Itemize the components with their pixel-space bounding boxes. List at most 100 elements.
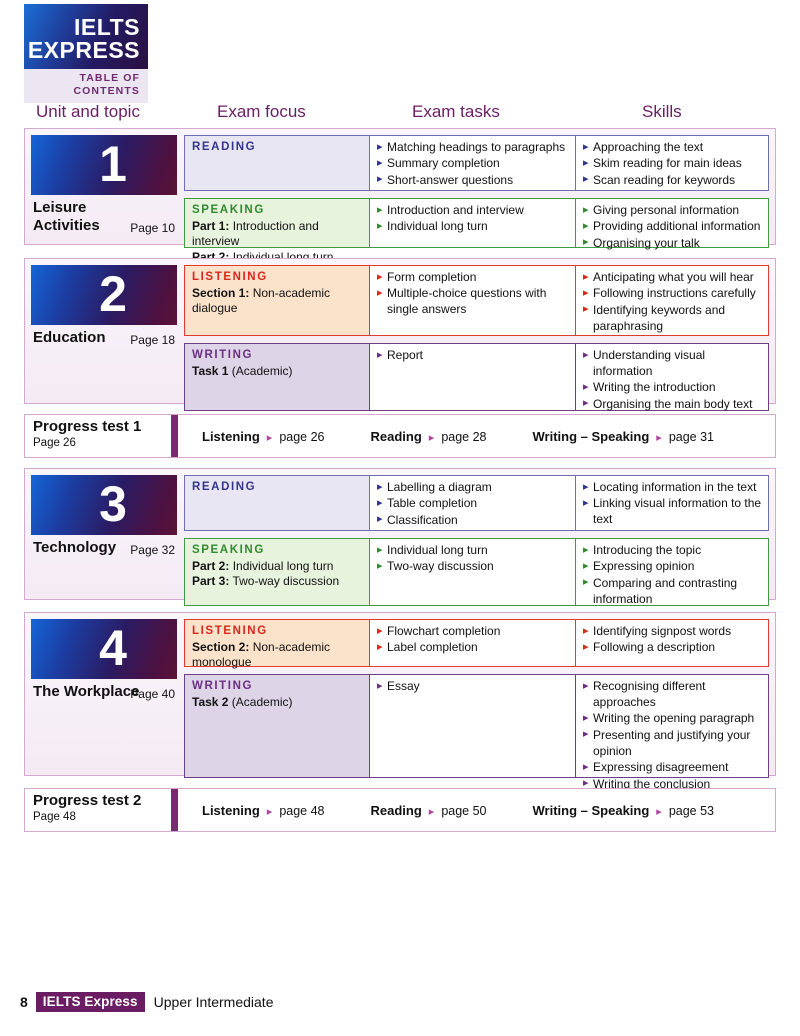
exam-tasks-cell: Individual long turnTwo-way discussion xyxy=(370,538,576,606)
exam-focus-line: Task 2 (Academic) xyxy=(192,694,293,709)
progress-test-row[interactable]: Progress test 2 Page 48 Listening ▸ page 48 R… xyxy=(24,788,776,832)
unit-topic: The Workplace xyxy=(33,683,140,700)
progress-test-link[interactable]: Reading ▸ page 28 xyxy=(371,429,487,444)
list-item: Anticipating what you will hear xyxy=(583,270,762,286)
list-item: Locating information in the text xyxy=(583,480,762,496)
unit-number-badge: 2 xyxy=(31,265,177,325)
logo-gradient-block: IELTS EXPRESS xyxy=(24,4,148,69)
exam-tasks-cell: Form completionMultiple-choice questions… xyxy=(370,265,576,336)
exam-tasks-cell: Labelling a diagramTable completionClass… xyxy=(370,475,576,531)
list-item: Two-way discussion xyxy=(377,559,569,575)
exam-focus-cell: READING xyxy=(184,475,370,531)
exam-tasks-cell: Flowchart completionLabel completion xyxy=(370,619,576,667)
list-item: Multiple-choice questions with single an… xyxy=(377,286,569,318)
skill-band-listening: LISTENING Section 2: Non-academic monolog… xyxy=(184,619,769,669)
exam-focus-cell: READING xyxy=(184,135,370,191)
skill-name: SPEAKING xyxy=(192,544,265,556)
progress-test-link[interactable]: Listening ▸ page 48 xyxy=(202,803,325,818)
list-item: Writing the conclusion xyxy=(583,776,762,793)
list-item: Writing the opening paragraph xyxy=(583,711,762,727)
progress-test-link[interactable]: Writing – Speaking ▸ page 31 xyxy=(533,429,715,444)
arrow-icon: ▸ xyxy=(266,431,273,444)
unit-topic: Education xyxy=(33,329,106,346)
column-header-skills: Skills xyxy=(642,102,682,121)
progress-test-identity: Progress test 2 Page 48 xyxy=(25,789,171,831)
progress-test-link-page: page 31 xyxy=(668,429,715,444)
skill-band-reading: READING Matching headings to paragraphsSu… xyxy=(184,135,769,191)
progress-test-page: Page 48 xyxy=(33,810,76,823)
exam-focus-line: Section 2: Non-academic monologue xyxy=(192,639,331,670)
skills-cell: Giving personal informationProviding add… xyxy=(576,198,769,250)
skills-cell: Recognising different approachesWriting … xyxy=(576,674,769,791)
list-item: Presenting and justifying your opinion xyxy=(583,727,762,760)
progress-test-link[interactable]: Reading ▸ page 50 xyxy=(371,803,487,818)
list-item: Scan reading for keywords xyxy=(583,172,762,189)
exam-focus-line: Part 3: Two-way discussion xyxy=(192,574,340,589)
progress-test-link[interactable]: Listening ▸ page 26 xyxy=(202,429,325,444)
progress-test-link[interactable]: Writing – Speaking ▸ page 53 xyxy=(533,803,715,818)
page-footer: 8 IELTS Express Upper Intermediate xyxy=(20,992,273,1012)
column-headers: Unit and topic Exam focus Exam tasks Ski… xyxy=(24,102,776,126)
unit-bands: READING Matching headings to paragraphsSu… xyxy=(177,135,769,264)
list-item: Writing the introduction xyxy=(583,380,762,396)
list-item: Following instructions carefully xyxy=(583,286,762,302)
list-item: Introducing the topic xyxy=(583,543,762,559)
progress-test-page: Page 26 xyxy=(33,436,76,449)
list-item: Expressing disagreement xyxy=(583,760,762,776)
progress-test-divider xyxy=(171,415,178,457)
list-item: Form completion xyxy=(377,270,569,286)
list-item: Providing additional information xyxy=(583,219,762,235)
skills-cell: Understanding visual informationWriting … xyxy=(576,343,769,427)
skill-name: READING xyxy=(192,141,257,153)
arrow-icon: ▸ xyxy=(428,431,435,444)
exam-focus-cell: WRITING Task 2 (Academic) xyxy=(184,674,370,778)
unit-identity: 2 Education Page 18 xyxy=(31,265,177,397)
exam-focus-cell: LISTENING Section 2: Non-academic monolog… xyxy=(184,619,370,669)
exam-tasks-cell: Report xyxy=(370,343,576,411)
arrow-icon: ▸ xyxy=(656,431,662,444)
progress-test-identity: Progress test 1 Page 26 xyxy=(25,415,171,457)
unit-page-label: Page 40 xyxy=(130,687,175,701)
skill-band-listening: LISTENING Section 1: Non-academic dialogu… xyxy=(184,265,769,336)
progress-test-link-page: page 48 xyxy=(279,803,325,818)
progress-test-link-label: Writing – Speaking xyxy=(532,428,650,444)
skill-name: LISTENING xyxy=(192,271,268,283)
arrow-icon: ▸ xyxy=(656,805,662,818)
logo-line-ielts: IELTS xyxy=(74,13,140,40)
list-item: Introduction and interview xyxy=(377,203,569,219)
skill-band-speaking: SPEAKING Part 1: Introduction and intervi… xyxy=(184,198,769,264)
progress-test-links: Listening ▸ page 48 Reading ▸ page 50 Writing … xyxy=(178,789,775,831)
list-item: Label completion xyxy=(377,640,569,656)
list-item: Recognising different approaches xyxy=(583,679,762,711)
list-item: Organising your talk xyxy=(583,235,762,252)
unit-number: 1 xyxy=(99,136,127,192)
unit-row[interactable]: 4 The Workplace Page 40 LISTENING Section 2:… xyxy=(24,612,776,791)
progress-test-row[interactable]: Progress test 1 Page 26 Listening ▸ page 26 R… xyxy=(24,414,776,458)
footer-page-number: 8 xyxy=(20,994,28,1010)
list-item: Identifying signpost words xyxy=(583,624,762,640)
list-item: Linking visual information to the text xyxy=(583,496,762,528)
unit-number: 3 xyxy=(99,476,127,532)
unit-topic: Technology xyxy=(33,539,117,556)
progress-test-link-page: page 28 xyxy=(441,429,487,444)
list-item: Identifying keywords and paraphrasing xyxy=(583,302,762,335)
list-item: Classification xyxy=(377,512,569,529)
unit-row[interactable]: 3 Technology Page 32 READING Labelling a dia… xyxy=(24,468,776,606)
progress-test-link-label: Reading xyxy=(370,802,422,818)
exam-focus-line: Task 1 (Academic) xyxy=(192,363,293,378)
list-item: Following a description xyxy=(583,640,762,656)
footer-level: Upper Intermediate xyxy=(153,994,274,1010)
arrow-icon: ▸ xyxy=(266,805,273,818)
skill-band-speaking: SPEAKING Part 2: Individual long turn Part… xyxy=(184,538,769,606)
list-item: Organising the main body text xyxy=(583,396,762,413)
exam-focus-cell: SPEAKING Part 2: Individual long turn Part… xyxy=(184,538,370,606)
skill-band-reading: READING Labelling a diagramTable completi… xyxy=(184,475,769,531)
skills-cell: Locating information in the textLinking … xyxy=(576,475,769,531)
list-item: Summary completion xyxy=(377,156,569,172)
unit-number: 2 xyxy=(99,266,127,322)
unit-bands: LISTENING Section 2: Non-academic monolog… xyxy=(177,619,769,791)
unit-row[interactable]: 2 Education Page 18 LISTENING Section 1: Non… xyxy=(24,258,776,427)
skill-band-writing: WRITING Task 1 (Academic) Report Understand… xyxy=(184,343,769,427)
